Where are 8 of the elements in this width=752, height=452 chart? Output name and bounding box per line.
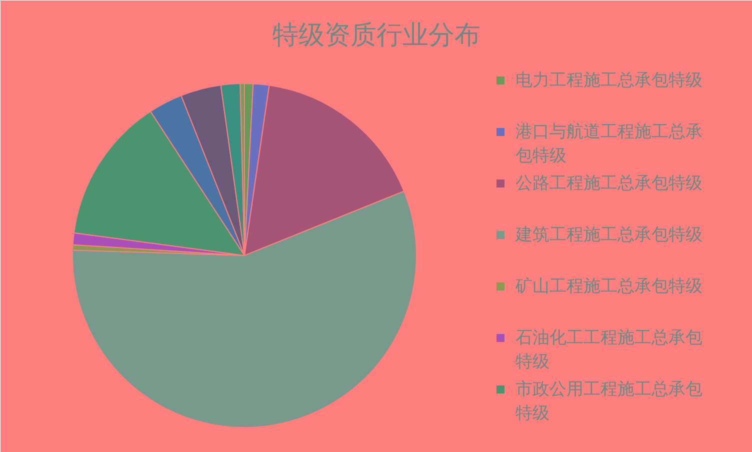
chart-title: 特级资质行业分布 (272, 20, 480, 50)
legend-label: 电力工程施工总承包特级 (516, 70, 702, 90)
legend-label: 建筑工程施工总承包特级 (514, 225, 702, 245)
legend-label: 石油化工工程施工总承包特级 (516, 328, 702, 372)
legend-label: 公路工程施工总承包特级 (516, 174, 702, 194)
legend-label: 港口与航道工程施工总承包特级 (516, 122, 702, 166)
legend-label: 矿山工程施工总承包特级 (514, 276, 702, 296)
legend-label: 市政公用工程施工总承包特级 (516, 380, 702, 424)
